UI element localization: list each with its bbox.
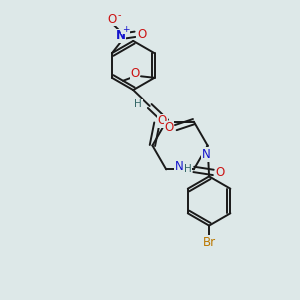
Text: O: O [215, 166, 224, 179]
Text: O: O [165, 121, 174, 134]
Text: N: N [202, 148, 211, 161]
Text: O: O [158, 114, 167, 128]
Text: N: N [174, 160, 183, 173]
Text: O: O [108, 13, 117, 26]
Text: Br: Br [202, 236, 216, 249]
Text: -: - [117, 10, 121, 20]
Text: N: N [116, 29, 126, 42]
Text: +: + [122, 25, 129, 34]
Text: O: O [130, 67, 140, 80]
Text: O: O [137, 28, 146, 41]
Text: H: H [134, 100, 142, 110]
Text: H: H [184, 164, 192, 174]
